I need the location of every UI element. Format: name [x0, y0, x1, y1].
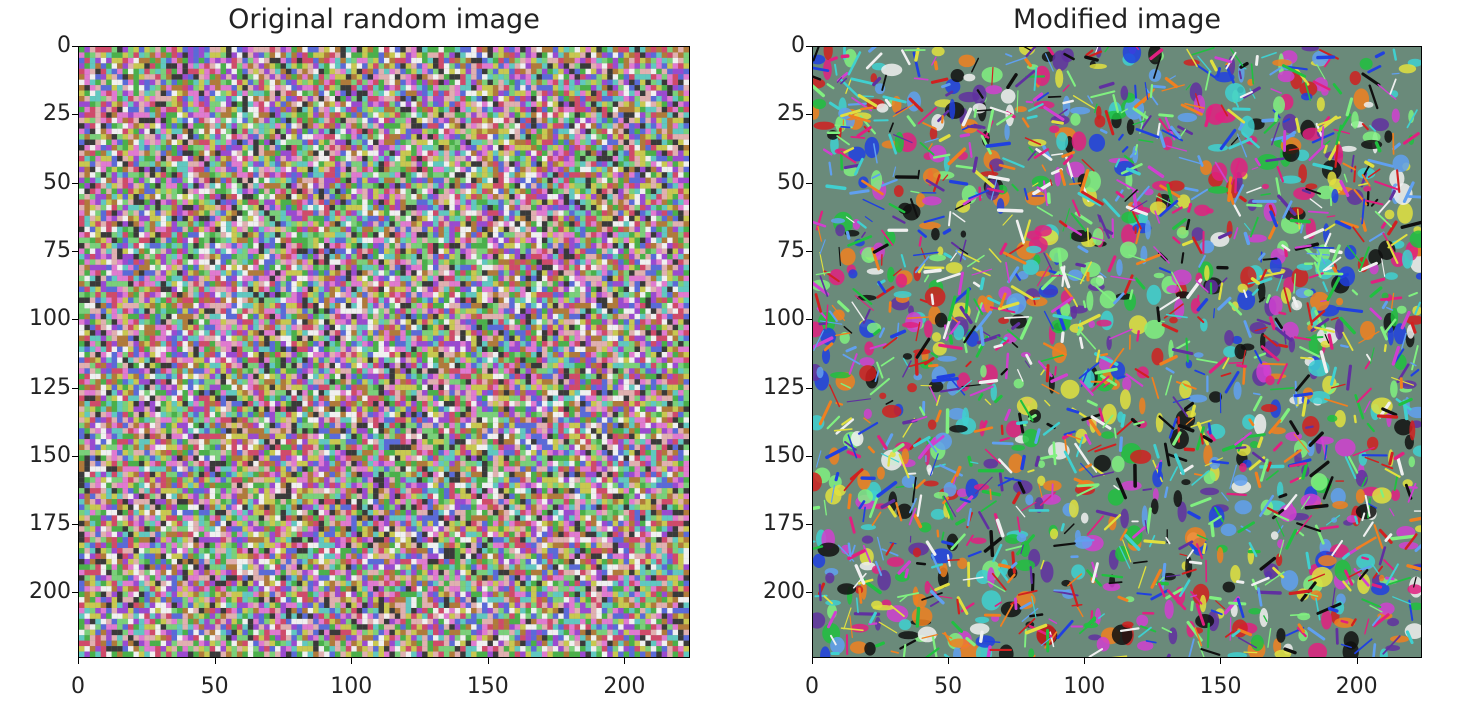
left-chart-title: Original random image — [228, 4, 540, 35]
y-tick-label: 125 — [29, 374, 71, 400]
y-tick-label: 50 — [777, 169, 805, 195]
right-chart-panel: Modified image 0 25 50 75 100 125 150 175 200 0 50… — [734, 0, 1468, 720]
y-tick-label: 75 — [43, 237, 71, 263]
left-chart-panel: Original random image 0 25 50 75 100 125 150 17… — [29, 4, 690, 699]
y-tick-label: 175 — [763, 511, 805, 537]
x-tick-mark — [351, 658, 353, 664]
y-tick-mark — [806, 455, 812, 457]
y-tick-mark — [806, 387, 812, 389]
y-tick-mark — [806, 319, 812, 321]
modified-image — [813, 47, 1421, 657]
x-tick-label: 100 — [1063, 674, 1106, 699]
right-image-plot — [812, 46, 1422, 658]
y-tick-label: 200 — [29, 579, 71, 605]
x-tick-mark — [1356, 658, 1358, 664]
x-tick-mark — [948, 658, 950, 664]
y-tick-label: 50 — [43, 169, 71, 195]
y-tick-mark — [806, 592, 812, 594]
x-tick-mark — [487, 658, 489, 664]
y-tick-label: 100 — [763, 306, 805, 332]
x-tick-mark — [78, 658, 79, 664]
x-tick-label: 0 — [805, 674, 819, 699]
y-tick-label: 200 — [763, 579, 805, 605]
y-tick-label: 175 — [29, 511, 71, 537]
y-tick-mark — [72, 524, 78, 526]
y-tick-label: 100 — [29, 306, 71, 332]
y-tick-label: 150 — [763, 442, 805, 468]
y-tick-mark — [806, 524, 812, 526]
x-tick-label: 50 — [934, 674, 963, 699]
x-tick-label: 0 — [71, 674, 85, 699]
x-tick-label: 100 — [330, 674, 373, 699]
x-tick-mark — [1084, 658, 1086, 664]
y-tick-mark — [72, 182, 78, 184]
y-tick-label: 0 — [791, 33, 805, 58]
y-tick-label: 150 — [29, 442, 71, 468]
y-tick-label: 75 — [777, 237, 805, 263]
y-tick-mark — [72, 455, 78, 457]
y-tick-mark — [806, 250, 812, 252]
right-chart-title: Modified image — [1013, 4, 1221, 35]
y-tick-label: 125 — [763, 374, 805, 400]
left-image-plot — [78, 46, 690, 658]
y-tick-mark — [806, 46, 812, 47]
y-tick-mark — [72, 114, 78, 116]
y-tick-mark — [72, 592, 78, 594]
x-tick-label: 200 — [603, 674, 646, 699]
x-tick-mark — [812, 658, 813, 664]
x-tick-label: 150 — [1199, 674, 1242, 699]
y-tick-mark — [72, 46, 78, 47]
y-tick-mark — [806, 114, 812, 116]
x-tick-mark — [1220, 658, 1222, 664]
y-tick-mark — [72, 250, 78, 252]
y-tick-mark — [72, 387, 78, 389]
y-tick-label: 25 — [43, 101, 71, 127]
x-tick-label: 200 — [1335, 674, 1378, 699]
original-random-image — [79, 47, 689, 657]
y-tick-mark — [72, 319, 78, 321]
x-tick-label: 150 — [466, 674, 509, 699]
y-tick-mark — [806, 182, 812, 184]
x-tick-mark — [624, 658, 626, 664]
x-tick-mark — [214, 658, 216, 664]
y-tick-label: 25 — [777, 101, 805, 127]
x-tick-label: 50 — [200, 674, 229, 699]
y-tick-label: 0 — [57, 33, 71, 58]
